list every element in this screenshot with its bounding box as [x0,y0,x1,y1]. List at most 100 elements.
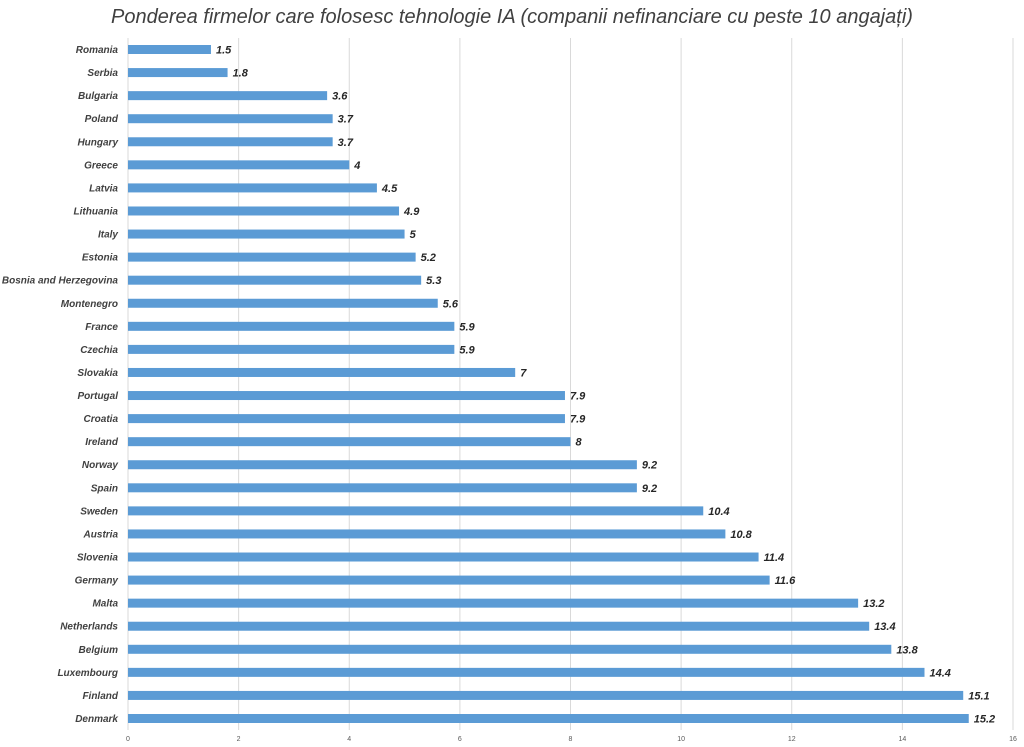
data-label: 11.6 [775,575,796,587]
bar [128,529,726,539]
data-label: 13.4 [874,621,895,633]
bar [128,437,571,447]
category-label: Norway [82,460,119,471]
data-label: 5.9 [459,344,475,356]
category-label: Portugal [77,391,118,402]
bar [128,483,637,493]
data-label: 7.9 [570,391,586,403]
data-label: 7.9 [570,414,586,426]
category-label: Hungary [77,137,118,148]
data-label: 3.7 [338,114,354,126]
category-label: Poland [85,114,119,125]
category-label: Italy [98,230,118,241]
data-label: 7 [520,367,527,379]
data-label: 5 [410,229,417,241]
category-label: Greece [84,160,118,171]
x-tick-label: 16 [1009,736,1017,743]
bar [128,344,455,354]
category-labels: Romania Serbia Bulgaria Poland Hungary Greece… [2,45,119,725]
bar [128,414,565,424]
data-label: 15.2 [974,714,995,726]
data-label: 4.9 [403,206,420,218]
category-label: Bulgaria [78,91,118,102]
bar [128,160,350,170]
data-label: 5.9 [459,321,475,333]
category-label: Slovakia [77,368,118,379]
data-label: 9.2 [642,460,657,472]
category-label: Denmark [75,714,118,725]
category-label: Spain [91,483,118,494]
bar [128,690,964,700]
category-label: Estonia [82,253,119,264]
bar [128,91,328,101]
bar [128,391,565,401]
data-label: 5.6 [443,298,459,310]
data-label: 1.8 [233,68,249,80]
bar [128,275,422,285]
x-tick-label: 8 [569,736,573,743]
bar [128,575,770,585]
data-label: 10.8 [730,529,752,541]
bar [128,552,759,562]
bar [128,206,400,216]
data-label: 4.5 [381,183,398,195]
bar [128,229,405,239]
category-label: Finland [82,691,118,702]
category-label: Ireland [85,437,119,448]
category-label: Montenegro [61,299,118,310]
category-label: Czechia [80,345,118,356]
bars [128,45,969,723]
category-label: Netherlands [60,622,118,633]
category-label: Serbia [87,68,118,79]
x-tick-label: 10 [677,736,685,743]
bar [128,644,892,654]
data-label: 3.7 [338,137,354,149]
bar [128,367,516,377]
data-label: 5.2 [421,252,436,264]
value-labels: 1.51.83.63.73.744.54.955.25.35.65.95.977… [216,45,995,726]
category-label: Sweden [80,506,118,517]
bar [128,667,925,677]
data-label: 4 [353,160,360,172]
bar [128,714,969,723]
bar [128,506,704,516]
bar [128,321,455,331]
category-label: Germany [75,576,119,587]
bar [128,68,228,78]
data-label: 14.4 [930,667,951,679]
data-label: 5.3 [426,275,441,287]
x-tick-label: 6 [458,736,462,743]
x-tick-label: 2 [237,736,241,743]
data-label: 3.6 [332,91,348,103]
category-label: France [85,322,118,333]
x-tick-label: 14 [898,736,906,743]
data-label: 10.4 [708,506,729,518]
bar [128,252,416,262]
data-label: 11.4 [764,552,785,564]
bar [128,298,438,308]
data-label: 1.5 [216,45,232,57]
bar [128,598,859,608]
x-tick-label: 4 [347,736,351,743]
gridlines [127,38,1014,730]
data-label: 9.2 [642,483,657,495]
category-label: Malta [92,599,118,610]
bar [128,183,377,193]
bar [128,137,333,147]
bar [128,460,637,470]
category-label: Bosnia and Herzegovina [2,276,119,287]
x-tick-label: 12 [788,736,796,743]
bar [128,114,333,124]
category-label: Slovenia [77,553,119,564]
category-label: Lithuania [74,206,119,217]
category-label: Latvia [89,183,118,194]
chart-title: Ponderea firmelor care folosesc tehnolog… [111,6,913,28]
data-label: 13.2 [863,598,884,610]
data-label: 15.1 [968,690,989,702]
category-label: Austria [83,529,119,540]
x-tick-label: 0 [126,736,130,743]
category-label: Romania [76,45,119,56]
category-label: Luxembourg [57,668,118,679]
data-label: 13.8 [896,644,918,656]
